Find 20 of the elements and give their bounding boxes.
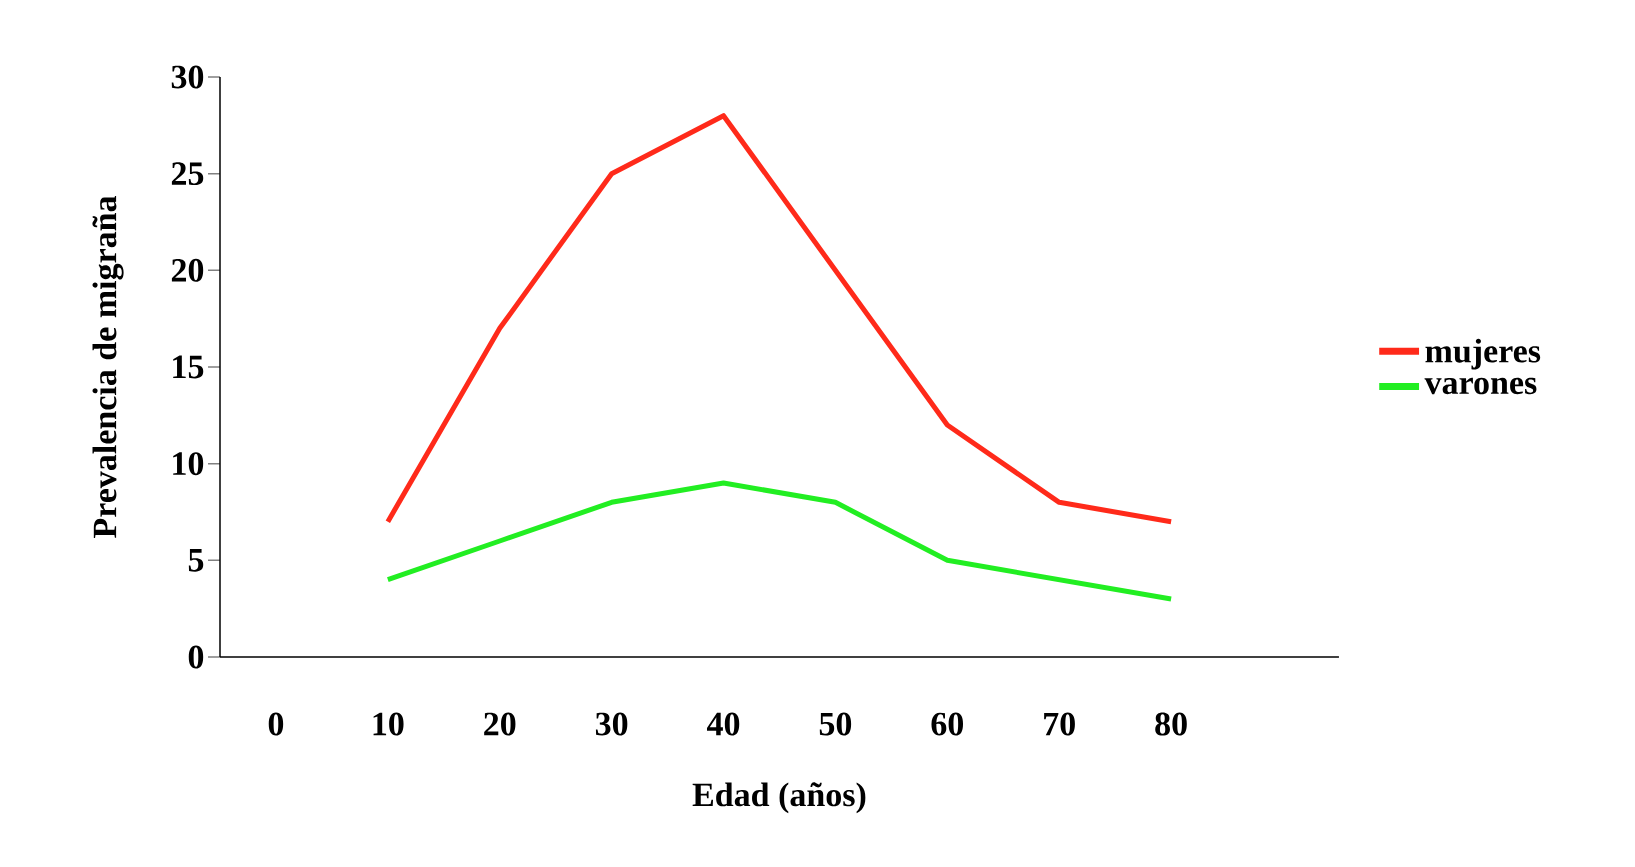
y-tick-label: 20: [171, 258, 204, 282]
x-tick-label: 80: [1155, 712, 1187, 736]
x-tick-label: 60: [931, 712, 964, 736]
y-tick-label: 10: [173, 452, 204, 476]
x-tick-label: 30: [595, 712, 628, 736]
x-tick-label: 50: [819, 712, 852, 736]
x-axis-title: Edad (años): [692, 782, 866, 814]
x-tick-label: 0: [268, 712, 284, 736]
y-axis-title: Prevalencia de migraña: [92, 195, 124, 538]
y-tick-label: 25: [171, 162, 204, 186]
x-tick-label: 70: [1044, 712, 1075, 736]
legend-label: varones: [1424, 377, 1537, 395]
x-tick-label: 10: [373, 712, 404, 736]
x-tick-label: 40: [707, 712, 740, 736]
x-tick-label: 20: [484, 712, 516, 736]
y-tick-label: 15: [173, 355, 204, 379]
y-tick-label: 0: [188, 645, 204, 669]
y-tick-label: 5: [188, 549, 204, 572]
legend-label: mujeres: [1425, 338, 1541, 370]
y-tick-label: 30: [171, 65, 204, 89]
